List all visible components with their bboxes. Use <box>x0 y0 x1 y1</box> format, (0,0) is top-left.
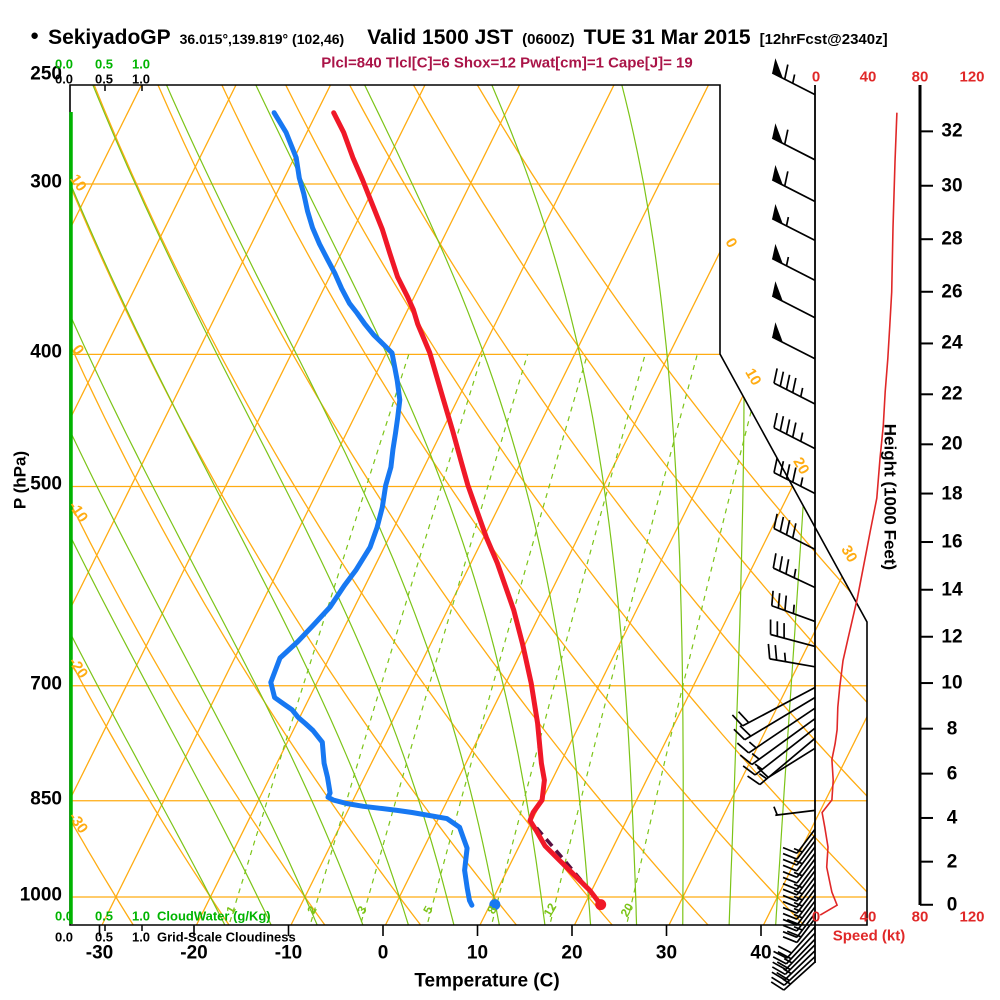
cloudiness-scale-bottom: 0.0 <box>54 929 74 945</box>
speed-axis-label: Speed (kt) <box>832 927 906 945</box>
surface-temperature-dot <box>595 899 607 911</box>
speed-tick-label-top: 120 <box>959 68 985 86</box>
cloudiness-axis-label: Grid-Scale Cloudiness <box>157 929 296 945</box>
temp-tick-label: 40 <box>750 942 772 964</box>
valid-date: TUE 31 Mar 2015 <box>583 26 751 49</box>
temp-tick-label: -20 <box>180 942 208 964</box>
speed-tick-label-bottom: 0 <box>811 908 821 926</box>
cloudwater-axis-label: CloudWater (g/Kg) <box>157 908 271 924</box>
cloudiness-scale-top: 1.0 <box>131 71 151 87</box>
cloudiness-scale-top: 0.0 <box>54 71 74 87</box>
pressure-axis-label: P (hPa) <box>10 450 30 510</box>
cloudiness-scale-top: 0.5 <box>94 71 114 87</box>
height-tick-label: 14 <box>941 579 963 601</box>
height-tick-label: 10 <box>941 672 963 694</box>
height-tick-label: 20 <box>941 433 963 455</box>
cloudwater-scale-top: 0.5 <box>94 56 114 72</box>
height-tick-label: 32 <box>941 120 963 142</box>
height-tick-label: 12 <box>941 626 963 648</box>
height-tick-label: 28 <box>941 228 963 250</box>
background-grid <box>70 85 867 925</box>
height-tick-label: 24 <box>941 332 963 354</box>
temp-tick-label: 0 <box>377 942 389 964</box>
cloudiness-scale-bottom: 1.0 <box>131 929 151 945</box>
speed-tick-label-bottom: 120 <box>959 908 985 926</box>
speed-tick-label-bottom: 40 <box>859 908 877 926</box>
cloudwater-scale-bottom: 0.5 <box>94 908 114 924</box>
title: ● SekiyadoGP 36.015°,139.819° (102,46) V… <box>30 26 888 50</box>
speed-tick-label-top: 40 <box>859 68 877 86</box>
stability-parameters: Plcl=840 Tlcl[C]=6 Shox=12 Pwat[cm]=1 Ca… <box>321 54 693 72</box>
forecast-tag: [12hrFcst@2340z] <box>759 31 888 48</box>
height-tick-label: 6 <box>946 763 958 785</box>
pressure-tick-label: 850 <box>30 788 62 810</box>
height-tick-label: 4 <box>946 807 958 829</box>
speed-tick-label-top: 0 <box>811 68 821 86</box>
cloudiness-scale-bottom: 0.5 <box>94 929 114 945</box>
pressure-tick-label: 500 <box>30 473 62 495</box>
sounding-profiles <box>268 110 607 911</box>
temp-tick-label: -10 <box>274 942 303 964</box>
speed-tick-label-bottom: 80 <box>911 908 929 926</box>
pressure-tick-label: 400 <box>30 341 62 363</box>
cloudwater-scale-bottom: 0.0 <box>54 908 74 924</box>
station-bullet-icon: ● <box>30 27 40 44</box>
valid-zulu: (0600Z) <box>522 31 575 48</box>
height-tick-label: 0 <box>946 894 958 916</box>
station-coords: 36.015°,139.819° (102,46) <box>179 31 345 47</box>
temp-tick-label: 20 <box>561 942 583 964</box>
cloudwater-scale-top: 0.0 <box>54 56 74 72</box>
surface-dewpoint-dot <box>489 899 501 911</box>
temp-tick-label: -30 <box>85 942 114 964</box>
pressure-tick-label: 250 <box>30 63 62 85</box>
speed-tick-label-top: 80 <box>911 68 929 86</box>
axes-and-wind <box>69 58 933 991</box>
height-tick-label: 22 <box>941 383 963 405</box>
pressure-tick-label: 700 <box>30 673 62 695</box>
cloudwater-scale-bottom: 1.0 <box>131 908 151 924</box>
temp-tick-label: 30 <box>655 942 678 964</box>
cloudwater-scale-top: 1.0 <box>131 56 151 72</box>
height-tick-label: 26 <box>941 281 963 303</box>
height-tick-label: 18 <box>941 483 963 505</box>
height-tick-label: 8 <box>946 718 958 740</box>
pressure-tick-label: 300 <box>30 171 62 193</box>
pressure-tick-label: 1000 <box>19 884 62 906</box>
valid-time: Valid 1500 JST <box>367 26 514 49</box>
height-axis-label: Height (1000 Feet) <box>880 423 900 571</box>
temperature-axis-label: Temperature (C) <box>414 970 560 992</box>
temp-tick-label: 10 <box>466 942 489 964</box>
height-tick-label: 2 <box>946 851 958 873</box>
station-name: SekiyadoGP <box>48 26 171 49</box>
height-tick-label: 16 <box>941 531 963 553</box>
height-tick-label: 30 <box>941 175 963 197</box>
